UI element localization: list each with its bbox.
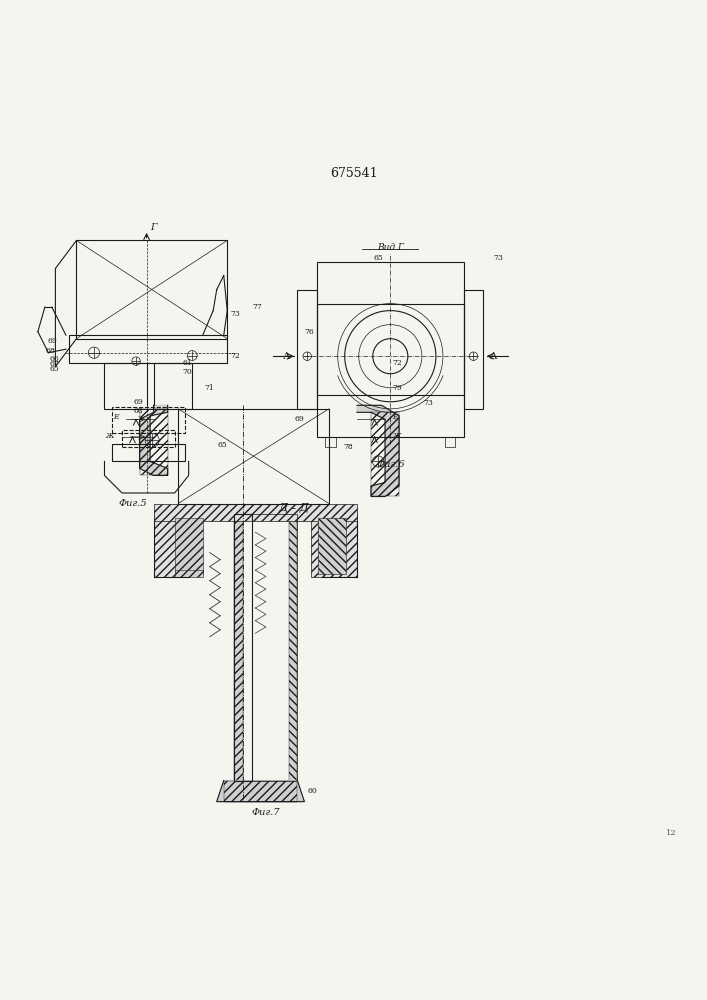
Bar — [252, 514, 298, 781]
Bar — [298, 290, 317, 409]
Text: Д – Д: Д – Д — [279, 503, 309, 513]
Bar — [317, 304, 464, 395]
Text: 68: 68 — [134, 407, 143, 415]
Text: 67: 67 — [49, 360, 59, 368]
Bar — [175, 570, 203, 577]
Text: 77: 77 — [252, 303, 262, 311]
Text: 68: 68 — [46, 347, 55, 355]
Text: 675541: 675541 — [329, 167, 378, 180]
Bar — [445, 437, 455, 447]
Bar — [153, 511, 189, 577]
Text: 65: 65 — [49, 365, 59, 373]
Bar — [289, 521, 298, 781]
Bar — [223, 781, 298, 802]
Bar — [139, 409, 168, 475]
Text: Фиг.5: Фиг.5 — [118, 499, 147, 508]
Text: 69: 69 — [48, 337, 57, 345]
Bar — [112, 444, 185, 461]
Text: 69: 69 — [295, 415, 305, 423]
Bar — [234, 521, 243, 781]
Text: 61: 61 — [182, 359, 192, 367]
Text: 73: 73 — [493, 254, 503, 262]
Polygon shape — [357, 405, 399, 496]
Text: 70: 70 — [182, 368, 192, 376]
Polygon shape — [217, 781, 305, 802]
Bar — [112, 407, 185, 433]
Text: 73: 73 — [230, 310, 240, 318]
Text: Фиг.6: Фиг.6 — [376, 460, 404, 469]
Text: 76: 76 — [305, 328, 314, 336]
Bar — [318, 518, 346, 574]
Text: А: А — [490, 352, 498, 361]
Bar — [122, 430, 175, 447]
Bar — [317, 262, 464, 437]
Text: 65: 65 — [218, 441, 227, 449]
Bar — [105, 363, 192, 409]
Text: Вид Г: Вид Г — [377, 243, 404, 252]
Text: 73: 73 — [423, 399, 433, 407]
Text: Е: Е — [113, 413, 119, 421]
Bar — [464, 290, 484, 409]
Text: 71: 71 — [205, 384, 215, 392]
Text: Г: Г — [150, 223, 156, 232]
Text: Ж: Ж — [105, 432, 114, 440]
Polygon shape — [139, 405, 168, 475]
Text: А: А — [283, 352, 291, 361]
Text: 66: 66 — [49, 355, 59, 363]
Text: 72: 72 — [230, 352, 240, 360]
Bar — [325, 437, 336, 447]
Text: 69: 69 — [134, 398, 143, 406]
Bar — [76, 240, 227, 339]
Text: 72: 72 — [392, 359, 402, 367]
Bar — [69, 335, 227, 363]
Bar — [153, 504, 357, 521]
Bar — [178, 409, 329, 504]
Text: 60: 60 — [308, 787, 317, 795]
Text: 78: 78 — [343, 443, 353, 451]
Bar — [234, 514, 252, 781]
Text: Фиг.7: Фиг.7 — [252, 808, 280, 817]
Text: Е: Е — [392, 413, 398, 421]
Bar — [371, 412, 399, 496]
Bar — [311, 511, 357, 577]
Text: 65: 65 — [373, 254, 383, 262]
Text: Ж: Ж — [392, 432, 401, 440]
Bar — [175, 518, 203, 574]
Text: 79: 79 — [392, 384, 402, 392]
Text: 12: 12 — [665, 829, 676, 837]
